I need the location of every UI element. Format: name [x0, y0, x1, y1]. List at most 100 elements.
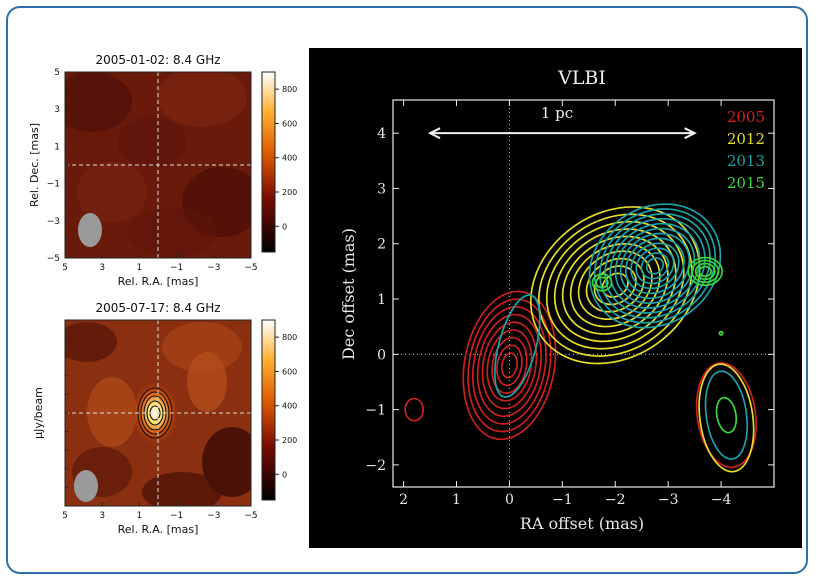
x-tick-label: 1 [137, 263, 143, 273]
contour-level [698, 265, 712, 278]
contour-level [694, 262, 716, 281]
panel-bottom-ylabel: μJy/beam [32, 387, 45, 439]
contour-level [704, 370, 749, 460]
legend-entry-2005: 2005 [727, 108, 765, 126]
contour-level [537, 213, 693, 357]
heatmap-panel-bottom: 2005-07-17: 8.4 GHz 5 3 1 −1 −3 −5 Rel. R.A. … [32, 301, 297, 536]
contour-level [496, 344, 523, 387]
vlbi-background [309, 48, 802, 548]
contour-series-2013 [494, 203, 749, 460]
colorbar-tick-label: 400 [282, 402, 297, 411]
scale-bar-label: 1 pc [541, 104, 573, 122]
x-tick-label: −5 [244, 511, 257, 521]
colorbar-bottom [261, 319, 276, 501]
y-tick-label: −1 [365, 403, 386, 419]
contour-level [404, 397, 425, 422]
contour-level [591, 273, 613, 292]
contour-level [698, 363, 755, 473]
y-tick-label: −5 [47, 254, 60, 264]
panel-top-title: 2005-01-02: 8.4 GHz [95, 53, 220, 67]
contour-level [588, 203, 722, 329]
contour-level [476, 313, 542, 418]
colorbar-tick-label: 200 [282, 436, 297, 445]
contour-level [609, 222, 701, 309]
x-tick-label: −5 [244, 263, 257, 273]
vlbi-title: VLBI [557, 67, 606, 89]
y-tick-label: −3 [47, 217, 60, 227]
contour-level [595, 276, 609, 289]
x-tick-label: 1 [137, 511, 143, 521]
heatmap-bottom-axes: 5 3 1 −1 −3 −5 [62, 319, 258, 521]
y-tick-label: 2 [377, 237, 386, 253]
contour-level [715, 396, 738, 434]
contour-level [462, 290, 557, 441]
colorbar-top [261, 71, 276, 253]
colorbar-tick-label: 0 [282, 470, 287, 479]
vlbi-axes: 2 1 0 −1 −2 −3 −4 4 3 2 1 0 −1 −2 [365, 100, 774, 508]
contour-level [718, 330, 724, 336]
y-tick-label: 3 [377, 181, 386, 197]
vlbi-contours [404, 203, 757, 473]
contour-level [624, 237, 685, 295]
contour-level [500, 352, 518, 379]
contour-level [645, 257, 665, 275]
contour-level [604, 217, 706, 314]
x-tick-label: −1 [170, 263, 183, 273]
y-tick-label: 3 [54, 105, 60, 115]
restoring-beam-ellipse-top [78, 213, 102, 247]
legend-entry-2012: 2012 [727, 130, 765, 148]
x-tick-label: 0 [505, 492, 514, 508]
colorbar-bottom-ticks: 800 600 400 200 0 [275, 333, 297, 479]
legend-entry-2013: 2013 [727, 152, 765, 170]
x-tick-label: −3 [207, 263, 220, 273]
contour-level [491, 336, 528, 394]
contour-level [486, 329, 533, 402]
contour-level [640, 252, 670, 280]
contour-level [630, 242, 680, 290]
figure-frame: 2005-01-02: 8.4 GHz 5 3 1 −1 −3 −5 5 3 1 −1 −3 −5 R… [6, 6, 808, 574]
panel-top-xlabel: Rel. R.A. [mas] [118, 275, 199, 288]
contour-level [635, 247, 675, 285]
x-tick-label: 2 [399, 492, 408, 508]
panel-bottom-xlabel: Rel. R.A. [mas] [118, 523, 199, 536]
x-tick-label: −3 [207, 511, 220, 521]
y-tick-label: 4 [377, 126, 386, 142]
panel-top-ylabel: Rel. Dec. [mas] [28, 123, 41, 207]
colorbar-tick-label: 800 [282, 85, 297, 94]
contour-level [614, 227, 696, 304]
x-tick-label: 3 [99, 263, 105, 273]
legend-entry-2015: 2015 [727, 174, 765, 192]
vlbi-plot-frame [392, 99, 775, 488]
colorbar-tick-label: 800 [282, 333, 297, 342]
x-tick-label: −1 [552, 492, 573, 508]
vlbi-legend: 2005 2012 2013 2015 [727, 108, 765, 192]
contour-level [599, 213, 711, 319]
x-tick-label: −2 [605, 492, 626, 508]
colorbar-top-ticks: 800 600 400 200 0 [275, 85, 297, 231]
colorbar-tick-label: 600 [282, 119, 297, 128]
vlbi-ylabel: Dec offset (mas) [339, 228, 358, 360]
colorbar-tick-label: 600 [282, 367, 297, 376]
contour-series-2015 [591, 256, 738, 434]
scale-bar [427, 127, 697, 140]
contour-level [481, 321, 538, 410]
scale-bar-arrow-right [684, 127, 697, 140]
contour-level [494, 294, 541, 398]
y-tick-label: −1 [47, 180, 60, 190]
contour-level [472, 306, 547, 425]
heatmap-top-noise [65, 72, 251, 257]
panel-bottom-title: 2005-07-17: 8.4 GHz [95, 301, 220, 315]
y-tick-label: 5 [54, 68, 60, 78]
scale-bar-arrow-left [427, 127, 441, 140]
contour-level [687, 256, 723, 287]
vlbi-xlabel: RA offset (mas) [520, 514, 644, 533]
colorbar-tick-label: 400 [282, 154, 297, 163]
x-tick-label: 1 [452, 492, 461, 508]
colorbar-tick-label: 200 [282, 188, 297, 197]
restoring-beam-ellipse-bottom [74, 470, 98, 502]
x-tick-label: 5 [62, 263, 68, 273]
